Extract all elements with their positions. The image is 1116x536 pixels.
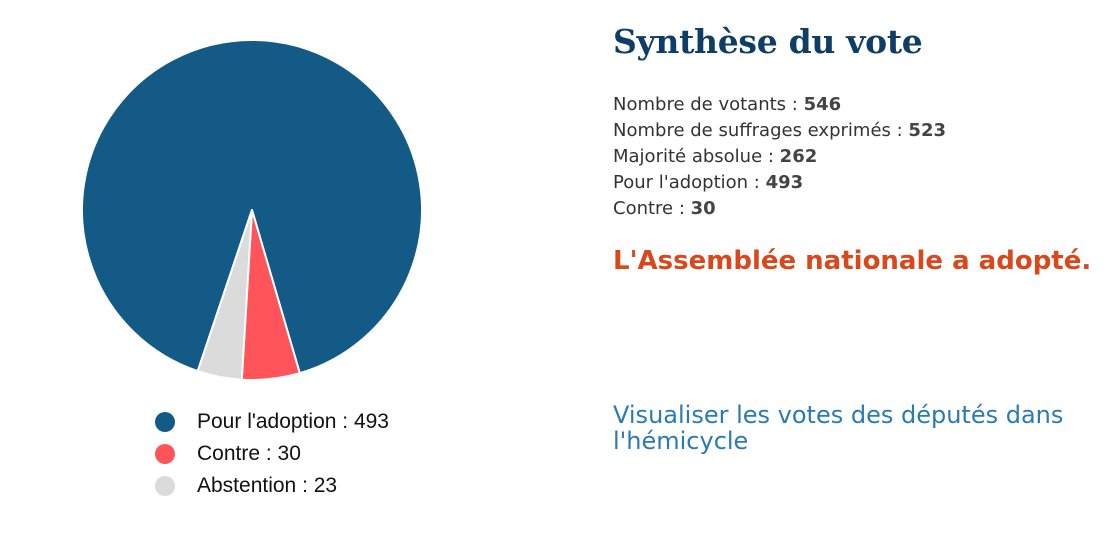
legend-dot-pour-icon xyxy=(155,412,175,432)
stat-value: 493 xyxy=(765,172,804,193)
pie-slice-abstention[interactable] xyxy=(196,209,253,381)
summary-title: Synthèse du vote xyxy=(613,22,923,61)
stat-label: Nombre de votants : xyxy=(613,94,804,115)
stat-pour: Pour l'adoption : 493 xyxy=(613,170,1093,196)
stat-contre: Contre : 30 xyxy=(613,196,1093,222)
legend-item-abstention[interactable]: Abstention : 23 xyxy=(155,470,515,502)
stat-majorite: Majorité absolue : 262 xyxy=(613,144,1093,170)
stat-value: 523 xyxy=(908,120,946,141)
pie-slices xyxy=(81,39,423,381)
vote-stats: Nombre de votants : 546 Nombre de suffra… xyxy=(613,92,1093,222)
stat-label: Contre : xyxy=(613,198,691,219)
legend-dot-contre-icon xyxy=(155,444,175,464)
vote-pie-chart xyxy=(81,39,423,381)
stat-value: 30 xyxy=(690,198,716,219)
stat-label: Pour l'adoption : xyxy=(613,172,766,193)
stat-label: Nombre de suffrages exprimés : xyxy=(613,120,909,141)
vote-result: L'Assemblée nationale a adopté. xyxy=(613,246,1092,276)
pie-slice-pour[interactable] xyxy=(81,39,423,375)
hemicycle-link[interactable]: Visualiser les votes des députés dans l'… xyxy=(613,401,1064,455)
legend-item-contre[interactable]: Contre : 30 xyxy=(155,438,515,470)
stat-label: Majorité absolue : xyxy=(613,146,780,167)
legend-label-contre: Contre : 30 xyxy=(197,442,301,465)
legend-label-pour: Pour l'adoption : 493 xyxy=(197,410,389,433)
stat-votants: Nombre de votants : 546 xyxy=(613,92,1093,118)
chart-legend: Pour l'adoption : 493 Contre : 30 Absten… xyxy=(155,406,515,502)
stat-value: 546 xyxy=(803,94,842,115)
stat-suffrages: Nombre de suffrages exprimés : 523 xyxy=(613,118,1093,144)
vote-summary: Synthèse du vote Nombre de votants : 546… xyxy=(613,20,1093,280)
legend-item-pour[interactable]: Pour l'adoption : 493 xyxy=(155,406,515,438)
legend-label-abstention: Abstention : 23 xyxy=(197,474,338,497)
stat-value: 262 xyxy=(779,146,818,167)
legend-dot-abstention-icon xyxy=(155,476,175,496)
